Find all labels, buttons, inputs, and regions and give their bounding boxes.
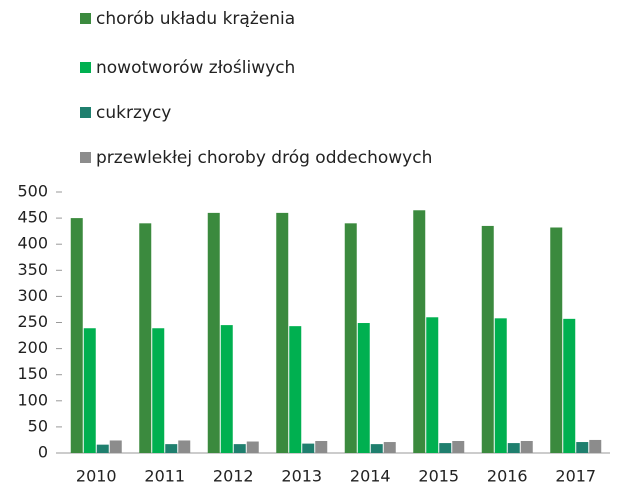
bar: [70, 218, 83, 453]
bar: [344, 223, 357, 453]
bar: [220, 325, 233, 453]
bar: [494, 318, 507, 453]
y-tick-label: 250: [17, 312, 48, 331]
bar: [383, 442, 396, 453]
bar: [426, 317, 439, 453]
legend-label: nowotworów złośliwych: [96, 58, 295, 78]
bar: [315, 440, 328, 453]
legend-label: chorób układu krążenia: [96, 9, 295, 29]
bar: [246, 441, 259, 453]
y-tick-label: 400: [17, 234, 48, 253]
x-tick-label: 2011: [144, 467, 185, 486]
bar: [83, 328, 96, 453]
bar: [589, 439, 602, 453]
y-tick-label: 500: [17, 182, 48, 201]
y-tick-label: 200: [17, 338, 48, 357]
legend-swatch: [80, 152, 91, 163]
bar: [276, 212, 289, 453]
x-tick-label: 2017: [555, 467, 596, 486]
y-tick-label: 300: [17, 286, 48, 305]
bar: [139, 223, 152, 453]
legend-swatch: [80, 13, 91, 24]
bar: [178, 440, 191, 453]
bar: [452, 440, 465, 453]
bar: [96, 444, 109, 453]
y-tick-label: 350: [17, 260, 48, 279]
bar: [152, 328, 165, 453]
x-tick-label: 2015: [418, 467, 459, 486]
bar: [507, 443, 520, 453]
legend: chorób układu krążenia nowotworów złośliw…: [80, 9, 432, 168]
y-tick-label: 0: [38, 443, 48, 462]
bar: [576, 442, 589, 453]
bar: [481, 225, 494, 453]
x-tick-label: 2013: [281, 467, 322, 486]
bar: [302, 443, 315, 453]
legend-swatch: [80, 107, 91, 118]
x-tick-label: 2012: [213, 467, 254, 486]
bar: [563, 318, 576, 453]
bar: [357, 323, 370, 453]
bar: [413, 210, 426, 453]
x-tick-label: 2014: [350, 467, 391, 486]
x-tick-label: 2016: [487, 467, 528, 486]
legend-label: przewlekłej choroby dróg oddechowych: [96, 148, 432, 168]
legend-label: cukrzycy: [96, 103, 171, 123]
bar: [439, 443, 452, 453]
x-tick-label: 2010: [76, 467, 117, 486]
y-tick-label: 150: [17, 364, 48, 383]
bar: [165, 444, 178, 453]
bar: [109, 440, 122, 453]
legend-swatch: [80, 62, 91, 73]
y-tick-label: 450: [17, 208, 48, 227]
bar: [520, 440, 533, 453]
bar: [550, 227, 563, 453]
bar: [207, 212, 220, 453]
bar: [370, 444, 383, 453]
bar: [233, 444, 246, 453]
y-tick-label: 100: [17, 390, 48, 409]
y-tick-label: 50: [28, 416, 48, 435]
bar: [289, 326, 302, 453]
